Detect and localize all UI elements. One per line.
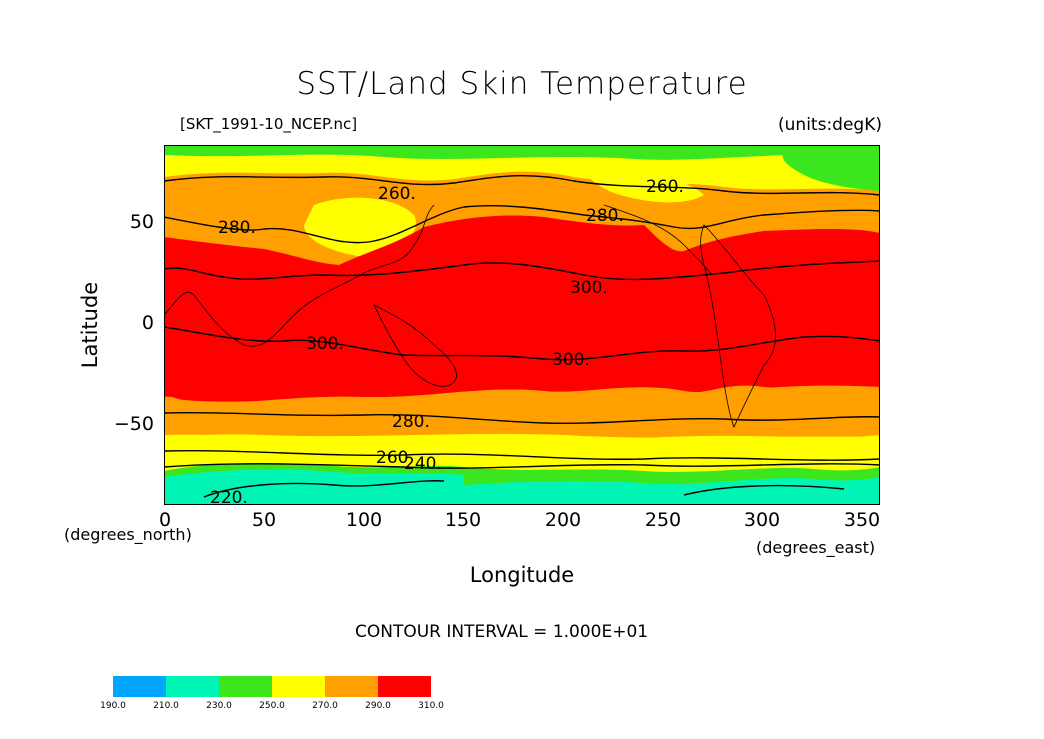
- colorbar: [113, 676, 431, 697]
- arctic-yellow-band: [164, 154, 880, 172]
- colorbar-swatch: [113, 676, 166, 697]
- colorbar-label: 310.0: [418, 701, 444, 711]
- colorbar-label: 250.0: [259, 701, 285, 711]
- file-label: [SKT_1991-10_NCEP.nc]: [180, 115, 358, 133]
- x-tick-200: 200: [544, 509, 582, 531]
- contour-label: 300.: [570, 278, 608, 298]
- x-tick-150: 150: [444, 509, 482, 531]
- contour-300-north: [164, 260, 880, 281]
- x-tick-250: 250: [644, 509, 682, 531]
- contour-label: 280.: [392, 412, 430, 432]
- colorbar-label: 290.0: [365, 701, 391, 711]
- siberia-yellow-patch: [304, 197, 416, 257]
- units-label: (units:degK): [778, 115, 882, 135]
- coastline-south-america: [700, 224, 776, 429]
- colorbar-label: 270.0: [312, 701, 338, 711]
- contour-label: 300.: [552, 350, 590, 370]
- x-axis-label: Longitude: [469, 563, 575, 587]
- colorbar-label: 210.0: [153, 701, 179, 711]
- contour-interval-label: CONTOUR INTERVAL = 1.000E+01: [355, 622, 649, 642]
- map-title: SST/Land Skin Temperature: [296, 66, 748, 102]
- x-tick-300: 300: [743, 509, 781, 531]
- colorbar-swatch: [325, 676, 378, 697]
- greenland-green-patch: [782, 151, 880, 191]
- x-axis-unit: (degrees_east): [756, 538, 876, 557]
- contour-label: 260.: [378, 184, 416, 204]
- contour-label: 260: [376, 448, 408, 468]
- contour-label: 280.: [218, 218, 256, 238]
- contour-220-south: [203, 480, 845, 498]
- canada-yellow-patch: [584, 165, 704, 203]
- contour-240-south: [164, 463, 880, 469]
- southern-orange-band: [164, 385, 880, 438]
- colorbar-swatch: [166, 676, 219, 697]
- x-tick-50: 50: [251, 509, 277, 531]
- contour-label: 240.: [404, 454, 442, 474]
- temperature-map: 260. 260. 280. 280. 300. 300. 300. 280. …: [164, 145, 880, 505]
- coastline-australia: [373, 304, 457, 387]
- y-tick-50: 50: [129, 211, 154, 233]
- y-tick-0: 0: [141, 312, 154, 334]
- x-tick-350: 350: [843, 509, 881, 531]
- x-tick-0: 0: [158, 509, 172, 531]
- colorbar-swatch: [378, 676, 431, 697]
- contour-label-group: 260. 260. 280. 280. 300. 300. 300. 280. …: [210, 177, 684, 505]
- colorbar-swatch: [219, 676, 272, 697]
- contour-label: 280.: [586, 206, 624, 226]
- contour-280-north: [164, 205, 880, 244]
- antarctic-cyan-band-east: [464, 477, 880, 505]
- contour-280-south: [164, 411, 880, 425]
- colorbar-label: 190.0: [100, 701, 126, 711]
- map-frame: [164, 145, 880, 505]
- y-axis-unit: (degrees_north): [64, 525, 192, 544]
- contour-label: 260.: [646, 177, 684, 197]
- colorbar-swatch: [272, 676, 325, 697]
- coastlines: [164, 204, 776, 429]
- contour-label: 220.: [210, 488, 248, 505]
- contour-lines: [164, 174, 880, 498]
- x-tick-100: 100: [345, 509, 383, 531]
- antarctic-cyan-band-west: [164, 469, 464, 505]
- contour-260-south: [164, 449, 880, 461]
- y-tick-minus50: −50: [113, 413, 154, 435]
- coastline-north-america: [603, 204, 713, 276]
- contour-label: 300.: [306, 334, 344, 354]
- coastline-africa-asia: [164, 204, 435, 347]
- contour-260-north: [164, 174, 880, 196]
- colorbar-label: 230.0: [206, 701, 232, 711]
- contour-300-south: [164, 326, 880, 361]
